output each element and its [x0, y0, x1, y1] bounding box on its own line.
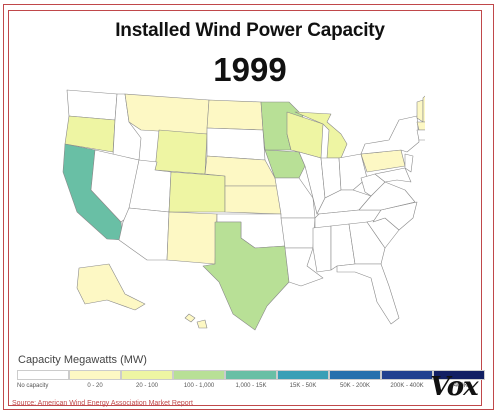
legend-title: Capacity Megawatts (MW)	[18, 354, 147, 366]
legend-swatch-15k-50k	[277, 370, 329, 380]
state-oh	[338, 153, 368, 191]
legend-swatch-1000-15k	[225, 370, 277, 380]
state-md	[374, 167, 412, 183]
state-fl	[336, 263, 400, 325]
map-title: Installed Wind Power Capacity	[115, 20, 385, 41]
legend-swatch-100-1000	[173, 370, 225, 380]
us-map	[62, 89, 425, 331]
state-wy	[154, 129, 208, 175]
year-label: 1999	[213, 51, 287, 88]
inner-frame	[8, 10, 482, 406]
legend-swatch-0-20	[69, 370, 121, 380]
state-ma	[416, 121, 425, 131]
state-az	[118, 207, 170, 261]
state-vt	[416, 99, 424, 123]
state-tx	[202, 221, 290, 331]
state-ak	[76, 263, 146, 311]
state-co	[168, 171, 226, 213]
state-ny	[360, 115, 420, 155]
state-mt	[124, 93, 210, 135]
state-nj	[404, 153, 414, 173]
legend-swatch-none	[17, 370, 69, 380]
state-nm	[166, 211, 218, 265]
legend-label: 50K - 200K	[339, 383, 371, 389]
legend-label: 200K - 400K	[390, 383, 424, 389]
legend-swatch-400k-plus	[433, 370, 485, 380]
state-nd	[206, 99, 264, 131]
legend-label: No capacity	[17, 383, 49, 389]
vox-logo: Vox	[430, 372, 479, 402]
state-ct	[416, 129, 425, 141]
state-hi	[184, 313, 208, 329]
legend-swatch-200k-400k	[381, 370, 433, 380]
legend-label: 0 - 20	[87, 383, 103, 389]
state-ar	[280, 217, 316, 249]
state-ia	[264, 149, 306, 179]
state-nh	[422, 95, 425, 123]
state-mi	[294, 111, 348, 159]
legend-label: >400K	[450, 383, 468, 389]
legend-swatch-20-100	[121, 370, 173, 380]
state-wv	[360, 173, 386, 197]
legend-swatches	[17, 370, 485, 380]
legend-label: 20 - 100	[135, 383, 159, 389]
outer-frame	[3, 4, 494, 410]
state-ms	[312, 225, 332, 273]
legend-labels: No capacity 0 - 20 20 - 100 100 - 1,000 …	[17, 383, 485, 389]
state-ga	[348, 221, 386, 265]
legend-label: 15K - 50K	[289, 383, 317, 389]
legend-label: 100 - 1,000	[183, 383, 215, 389]
state-sd	[206, 127, 266, 161]
state-mo	[274, 177, 316, 219]
legend-swatch-50k-200k	[329, 370, 381, 380]
state-wa	[66, 89, 118, 121]
state-ks	[224, 185, 282, 215]
legend-label: 1,000 - 15K	[235, 383, 267, 389]
source-note: Source: American Wind Energy Association…	[12, 400, 193, 407]
